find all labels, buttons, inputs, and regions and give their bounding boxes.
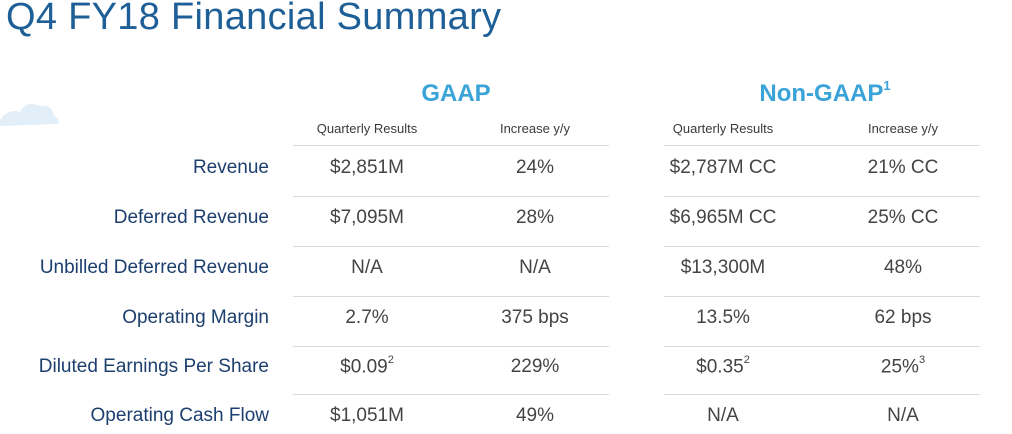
cell-value: $1,051M (330, 405, 404, 426)
table-cell-nongaap-result: $6,965M CC (648, 207, 798, 229)
cell-value: $6,965M CC (669, 207, 777, 228)
nongaap-col-increase-header: Increase y/y (867, 121, 939, 136)
table-cell-gaap-increase: 24% (460, 157, 610, 179)
table-cell-gaap-increase: 28% (460, 207, 610, 229)
row-label: Unbilled Deferred Revenue (39, 257, 269, 278)
table-cell-nongaap-increase: 25%3 (828, 354, 978, 378)
cell-value: N/A (519, 257, 551, 278)
table-cell-nongaap-result: $2,787M CC (648, 157, 798, 179)
gaap-header: GAAP (396, 80, 516, 108)
gaap-row-divider (293, 394, 609, 395)
cell-value: $0.35 (696, 356, 744, 378)
table-cell-nongaap-increase: 62 bps (828, 307, 978, 329)
cell-value: 25% (880, 356, 919, 378)
footnote-marker: 3 (918, 354, 926, 366)
cell-value: 62 bps (874, 307, 932, 328)
gaap-row-divider (293, 145, 609, 146)
cell-value: 375 bps (501, 307, 569, 328)
row-label: Diluted Earnings Per Share (38, 356, 269, 377)
table-cell-nongaap-result: $0.352 (648, 354, 798, 378)
gaap-col-results-header: Quarterly Results (316, 121, 418, 136)
cell-value: N/A (887, 405, 919, 426)
gaap-row-divider (293, 296, 609, 297)
nongaap-header-label: Non-GAAP (759, 80, 884, 107)
row-label: Operating Margin (122, 307, 269, 328)
gaap-row-divider (293, 246, 609, 247)
table-cell-gaap-result: $7,095M (292, 207, 442, 229)
cell-value: 229% (510, 356, 560, 377)
table-cell-nongaap-result: $13,300M (648, 257, 798, 279)
nongaap-row-divider (664, 196, 980, 197)
footnote-marker: 2 (387, 354, 394, 366)
cell-value: N/A (707, 405, 739, 426)
cell-value: 49% (515, 405, 555, 426)
table-cell-nongaap-increase: 25% CC (828, 207, 978, 229)
table-cell-nongaap-increase: 48% (828, 257, 978, 279)
cell-value: 28% (515, 207, 555, 228)
gaap-row-divider (293, 196, 609, 197)
nongaap-row-divider (664, 394, 980, 395)
table-cell-gaap-increase: 375 bps (460, 307, 610, 329)
table-cell-gaap-result: $2,851M (292, 157, 442, 179)
table-cell-gaap-increase: N/A (460, 257, 610, 279)
table-cell-nongaap-result: 13.5% (648, 307, 798, 329)
cell-value: $13,300M (680, 257, 766, 278)
nongaap-col-results-header: Quarterly Results (672, 121, 774, 136)
table-cell-nongaap-increase: 21% CC (828, 157, 978, 179)
cell-value: 24% (515, 157, 555, 178)
gaap-row-divider (293, 346, 609, 347)
footnote-marker: 2 (743, 354, 750, 366)
cell-value: 2.7% (345, 307, 389, 328)
page-title: Q4 FY18 Financial Summary (6, 0, 502, 38)
row-label: Operating Cash Flow (90, 405, 269, 426)
cell-value: N/A (351, 257, 383, 278)
cell-value: $7,095M (330, 207, 404, 228)
table-cell-gaap-result: 2.7% (292, 307, 442, 329)
nongaap-row-divider (664, 145, 980, 146)
table-cell-nongaap-result: N/A (648, 405, 798, 427)
gaap-header-label: GAAP (421, 80, 491, 107)
nongaap-row-divider (664, 246, 980, 247)
nongaap-row-divider (664, 296, 980, 297)
cell-value: 21% CC (867, 157, 939, 178)
cell-value: 48% (883, 257, 923, 278)
table-cell-gaap-result: N/A (292, 257, 442, 279)
table-cell-gaap-result: $1,051M (292, 405, 442, 427)
row-label: Revenue (192, 157, 269, 178)
cell-value: 25% CC (867, 207, 939, 228)
table-cell-gaap-result: $0.092 (292, 354, 442, 378)
gaap-col-increase-header: Increase y/y (499, 121, 571, 136)
cell-value: $2,787M CC (669, 157, 777, 178)
cell-value: 13.5% (696, 307, 750, 328)
nongaap-header: Non-GAAP1 (740, 78, 910, 108)
row-label: Deferred Revenue (113, 207, 269, 228)
table-cell-gaap-increase: 229% (460, 356, 610, 378)
nongaap-row-divider (664, 346, 980, 347)
table-cell-gaap-increase: 49% (460, 405, 610, 427)
cloud-decoration-icon (0, 104, 59, 126)
table-cell-nongaap-increase: N/A (828, 405, 978, 427)
nongaap-footnote-marker: 1 (883, 78, 891, 93)
cell-value: $0.09 (340, 356, 388, 378)
cell-value: $2,851M (330, 157, 404, 178)
